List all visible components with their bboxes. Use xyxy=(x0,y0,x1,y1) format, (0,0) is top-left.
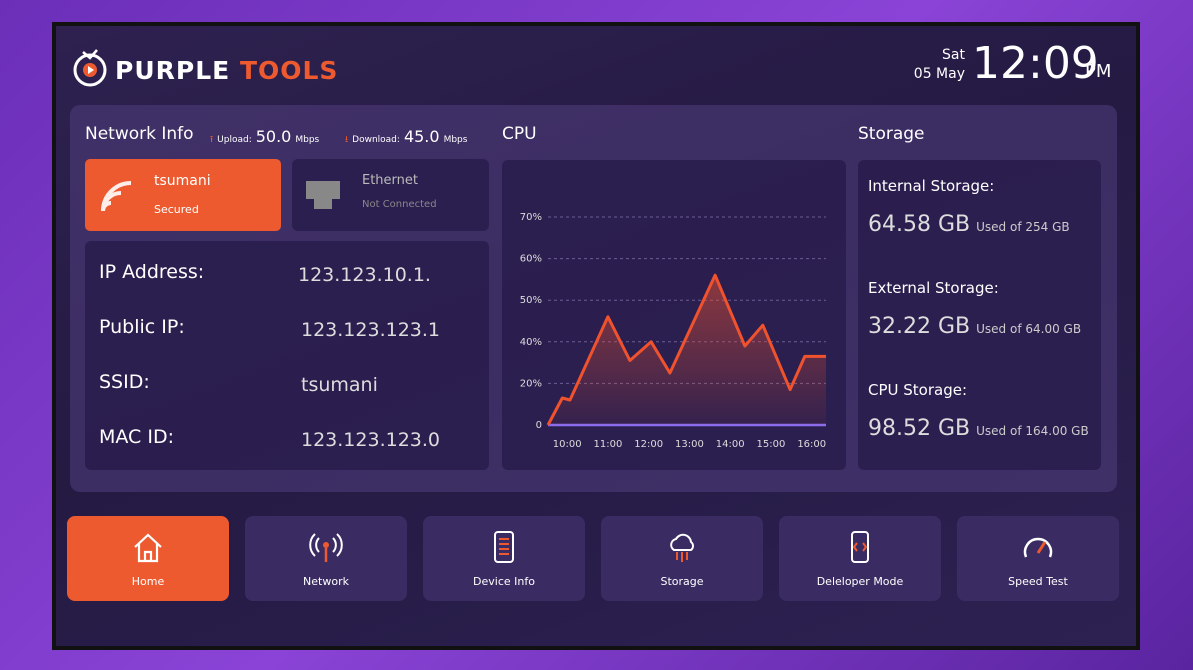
download-value: 45.0 xyxy=(403,127,440,146)
nav-button[interactable]: Network xyxy=(245,516,407,601)
time: 12:09 xyxy=(972,38,1099,89)
y-tick-label: 20% xyxy=(520,378,542,389)
storage-label: CPU Storage: xyxy=(868,381,968,399)
storage-used: 64.58 GB xyxy=(868,212,971,237)
icon xyxy=(851,530,869,563)
storage-row: 98.52 GB Used of 164.00 GB xyxy=(868,416,1089,441)
storage-card: Internal Storage: 64.58 GB Used of 254 GB E… xyxy=(858,160,1101,470)
wifi-name: tsumani xyxy=(154,173,211,189)
nav-label: Network xyxy=(303,574,349,588)
x-tick-label: 14:00 xyxy=(716,439,745,450)
detail-value: 123.123.10.1. xyxy=(298,264,431,286)
detail-value: 123.123.123.0 xyxy=(301,429,441,451)
logo-icon xyxy=(73,49,107,87)
detail-label: MAC ID: xyxy=(99,426,174,448)
cpu-title: CPU xyxy=(502,124,537,144)
x-tick-label: 15:00 xyxy=(757,439,786,450)
nav-bar: Home Network Device Info Storage Deleloper M… xyxy=(67,516,1119,601)
nav-icon xyxy=(131,530,165,567)
nav-button[interactable]: Home xyxy=(67,516,229,601)
x-tick-label: 13:00 xyxy=(675,439,704,450)
brand-1: PURPLE xyxy=(115,56,231,85)
ethernet-icon xyxy=(306,181,340,209)
ethernet-card[interactable]: Ethernet Not Connected xyxy=(292,159,489,231)
y-tick-label: 60% xyxy=(520,254,542,265)
storage-total: Used of 164.00 GB xyxy=(976,424,1089,438)
upload-value: 50.0 xyxy=(255,127,292,146)
storage-row: 32.22 GB Used of 64.00 GB xyxy=(868,314,1081,339)
nav-label: Deleloper Mode xyxy=(816,574,904,588)
download-unit: Mbps xyxy=(443,135,468,145)
wifi-icon xyxy=(101,181,132,212)
nav-label: Speed Test xyxy=(1008,574,1068,588)
cpu-chart: 0 20% 40% 50% 60% 70% 10:00 11:00 12:00 13:00 14:0… xyxy=(520,212,826,450)
cpu-area xyxy=(548,275,826,425)
wifi-status: Secured xyxy=(154,203,199,216)
download: ⭳ Download: 45.0 Mbps xyxy=(345,127,468,146)
nav-button[interactable]: Deleloper Mode xyxy=(779,516,941,601)
storage-label: External Storage: xyxy=(868,279,999,297)
upload-unit: Mbps xyxy=(295,135,320,145)
detail-value: tsumani xyxy=(301,374,378,396)
y-tick-label: 50% xyxy=(520,295,542,306)
nav-button[interactable]: Storage xyxy=(601,516,763,601)
detail-label: SSID: xyxy=(99,371,150,393)
brand: PURPLE TOOLS xyxy=(115,56,338,85)
network-details: IP Address: 123.123.10.1. Public IP: 123.12… xyxy=(85,241,489,470)
network-title: Network Info xyxy=(85,124,194,144)
nav-icon xyxy=(309,530,343,567)
nav-icon xyxy=(487,530,521,567)
detail-label: IP Address: xyxy=(99,261,205,283)
storage-used: 32.22 GB xyxy=(868,314,971,339)
detail-label: Public IP: xyxy=(99,316,185,338)
x-tick-label: 11:00 xyxy=(594,439,623,450)
storage-total: Used of 254 GB xyxy=(976,220,1070,234)
nav-button[interactable]: Speed Test xyxy=(957,516,1119,601)
storage-title: Storage xyxy=(858,124,925,144)
wifi-card[interactable]: tsumani Secured xyxy=(85,159,281,231)
download-label: Download: xyxy=(352,135,400,145)
nav-label: Device Info xyxy=(473,574,535,588)
x-tick-label: 10:00 xyxy=(553,439,582,450)
date: 05 May xyxy=(913,66,965,82)
icon xyxy=(134,533,162,562)
nav-icon xyxy=(665,530,699,567)
upload-label: Upload: xyxy=(217,135,252,145)
storage-label: Internal Storage: xyxy=(868,177,995,195)
icon xyxy=(309,532,343,562)
nav-label: Home xyxy=(131,574,165,588)
date-box: Sat 05 May xyxy=(900,46,965,84)
brand-2: TOOLS xyxy=(239,56,339,85)
y-tick-label: 40% xyxy=(520,337,542,348)
ethernet-name: Ethernet xyxy=(362,173,418,188)
storage-row: 64.58 GB Used of 254 GB xyxy=(868,212,1070,237)
x-tick-label: 16:00 xyxy=(797,439,826,450)
detail-value: 123.123.123.1 xyxy=(301,319,441,341)
upload: ⭱ Upload: 50.0 Mbps xyxy=(210,127,320,146)
x-tick-label: 12:00 xyxy=(634,439,663,450)
day: Sat xyxy=(942,47,965,63)
nav-icon xyxy=(843,530,877,567)
nav-icon xyxy=(1021,530,1055,567)
icon xyxy=(670,533,694,562)
cpu-line xyxy=(546,273,826,426)
icon xyxy=(494,530,514,563)
icon xyxy=(1023,537,1053,557)
y-tick-label: 70% xyxy=(520,212,542,223)
y-tick-label: 0 xyxy=(536,420,542,431)
nav-button[interactable]: Device Info xyxy=(423,516,585,601)
nav-label: Storage xyxy=(660,574,704,588)
ethernet-status: Not Connected xyxy=(362,199,437,210)
storage-used: 98.52 GB xyxy=(868,416,971,441)
ampm: PM xyxy=(1085,61,1112,82)
storage-total: Used of 64.00 GB xyxy=(976,322,1082,336)
